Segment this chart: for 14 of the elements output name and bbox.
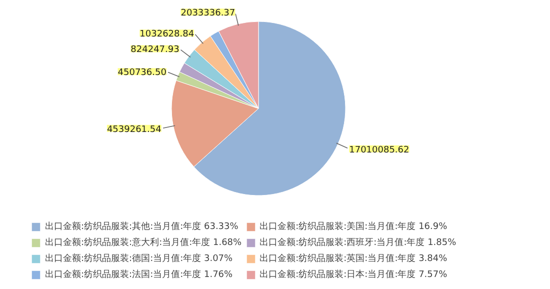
legend-label: 出口金额:纺织品服装:德国:当月值:年度 3.07% (45, 252, 233, 265)
data-label: 450736.50 (118, 68, 167, 78)
legend-label: 出口金额:纺织品服装:意大利:当月值:年度 1.68% (45, 236, 242, 249)
data-label: 2033336.37 (180, 8, 236, 19)
legend-label: 出口金额:纺织品服装:其他:当月值:年度 63.33% (45, 220, 238, 233)
legend-label: 出口金额:纺织品服装:西班牙:当月值:年度 1.85% (260, 236, 456, 249)
data-label: 4539261.54 (106, 124, 162, 135)
legend-label: 出口金额:纺织品服装:日本:当月值:年度 7.57% (260, 268, 448, 281)
data-label: 17010085.62 (349, 145, 410, 156)
legend-label: 出口金额:纺织品服装:英国:当月值:年度 3.84% (260, 252, 448, 265)
data-label: 1032628.84 (140, 30, 194, 40)
legend-label: 出口金额:纺织品服装:美国:当月值:年度 16.9% (260, 220, 448, 233)
data-label: 824247.93 (130, 45, 180, 56)
legend-label: 出口金额:纺织品服装:法国:当月值:年度 1.76% (45, 268, 233, 281)
